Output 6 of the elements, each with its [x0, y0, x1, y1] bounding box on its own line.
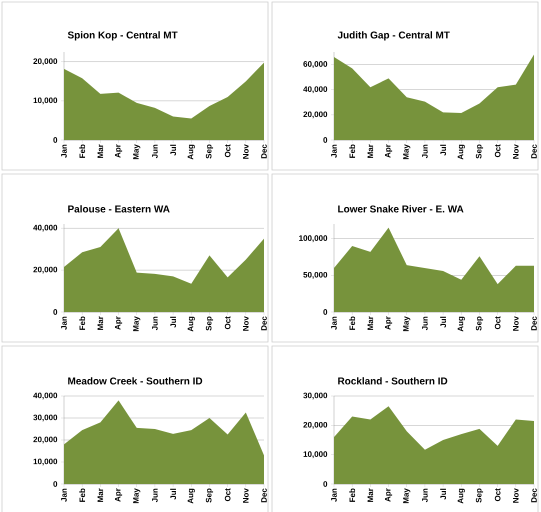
chart-title: Meadow Creek - Southern ID — [68, 377, 202, 385]
chart-title: Rockland - Southern ID — [338, 377, 448, 385]
chart-title: Palouse - Eastern WA — [68, 205, 170, 212]
chart-title: Lower Snake River - E. WA — [338, 205, 464, 212]
chart-title: Spion Kop - Central MT — [68, 31, 178, 40]
chart-title: Judith Gap - Central MT — [338, 31, 450, 40]
